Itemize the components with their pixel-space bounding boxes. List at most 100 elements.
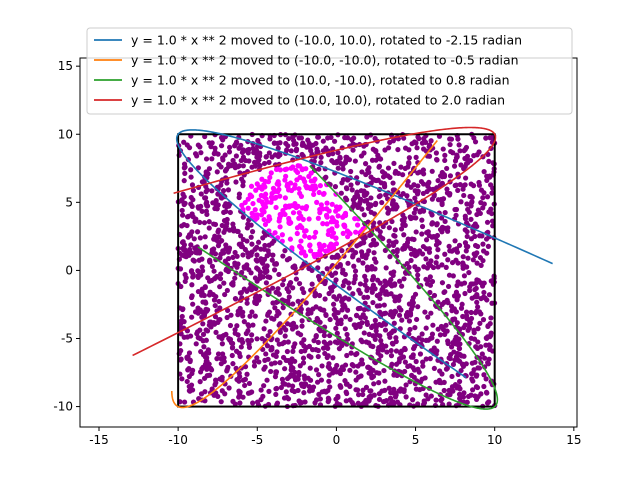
scatter-point <box>316 292 323 299</box>
scatter-point <box>364 134 370 140</box>
scatter-point <box>211 236 217 242</box>
scatter-point <box>315 339 321 345</box>
scatter-point <box>475 339 481 345</box>
scatter-point <box>299 318 305 324</box>
scatter-point <box>200 321 206 327</box>
scatter-point <box>419 231 425 237</box>
scatter-point <box>326 290 332 297</box>
scatter-point <box>240 313 246 319</box>
scatter-point <box>471 367 477 373</box>
scatter-point <box>428 258 434 264</box>
scatter-point <box>305 311 311 317</box>
scatter-point <box>283 327 289 333</box>
scatter-point <box>355 306 361 312</box>
scatter-point <box>286 135 292 142</box>
scatter-point <box>222 291 228 298</box>
scatter-point <box>198 391 205 397</box>
scatter-point <box>401 276 407 282</box>
scatter-point <box>229 344 236 350</box>
scatter-point <box>245 147 251 153</box>
scatter-point <box>314 397 320 403</box>
scatter-point <box>374 370 380 376</box>
scatter-point <box>421 264 427 270</box>
scatter-point <box>365 205 371 212</box>
scatter-point <box>443 366 450 372</box>
scatter-point <box>335 150 341 156</box>
scatter-point <box>388 347 394 354</box>
scatter-point <box>446 243 452 249</box>
scatter-point <box>463 361 469 367</box>
highlight-point <box>323 248 329 254</box>
scatter-point <box>364 252 370 258</box>
scatter-point <box>364 267 371 273</box>
scatter-point <box>393 361 400 367</box>
scatter-point <box>195 335 201 341</box>
scatter-point <box>474 299 480 305</box>
scatter-point <box>359 253 366 259</box>
scatter-point <box>353 387 359 393</box>
scatter-point <box>215 351 222 357</box>
highlight-point <box>331 219 337 225</box>
scatter-point <box>435 177 441 184</box>
scatter-point <box>415 272 421 278</box>
scatter-point <box>370 237 377 243</box>
scatter-point <box>427 274 433 280</box>
scatter-point <box>365 398 372 404</box>
scatter-point <box>425 314 431 320</box>
scatter-point <box>316 326 322 332</box>
scatter-point <box>242 246 248 253</box>
scatter-point <box>474 294 480 300</box>
scatter-point <box>310 384 317 390</box>
scatter-point <box>230 361 236 367</box>
scatter-point <box>360 260 366 266</box>
scatter-point <box>453 334 459 340</box>
scatter-point <box>330 151 336 157</box>
scatter-point <box>220 188 227 194</box>
highlight-point <box>316 189 322 196</box>
scatter-point <box>281 339 287 345</box>
scatter-point <box>342 271 348 277</box>
scatter-point <box>221 229 227 235</box>
scatter-point <box>361 150 367 156</box>
highlight-point <box>318 202 324 208</box>
scatter-point <box>368 394 374 400</box>
scatter-point <box>471 330 477 336</box>
scatter-point <box>459 281 465 287</box>
scatter-point <box>459 353 465 359</box>
scatter-point <box>254 336 260 342</box>
scatter-point <box>397 388 403 394</box>
legend-entry: y = 1.0 * x ** 2 moved to (10.0, -10.0),… <box>131 73 510 88</box>
scatter-point <box>322 278 328 284</box>
scatter-point <box>370 333 376 339</box>
parabola-series-1 <box>175 129 553 379</box>
scatter-point <box>452 357 458 363</box>
highlight-point <box>296 186 302 192</box>
scatter-point <box>202 195 208 201</box>
scatter-point <box>186 350 193 356</box>
scatter-point <box>402 346 408 353</box>
highlight-point <box>299 205 306 211</box>
scatter-point <box>298 348 304 355</box>
scatter-point <box>232 296 239 302</box>
scatter-point <box>240 394 246 400</box>
scatter-point <box>333 309 339 315</box>
scatter-point <box>439 262 445 268</box>
scatter-point <box>215 243 222 249</box>
scatter-point <box>362 161 369 167</box>
highlight-point <box>261 216 267 223</box>
scatter-point <box>485 334 491 340</box>
highlight-point <box>245 205 251 211</box>
scatter-point <box>221 209 227 215</box>
scatter-point <box>470 228 476 235</box>
scatter-point <box>416 136 422 142</box>
scatter-point <box>212 314 219 320</box>
scatter-point <box>420 359 426 365</box>
scatter-point <box>315 149 321 155</box>
scatter-point <box>219 335 225 342</box>
scatter-point <box>412 291 419 297</box>
scatter-point <box>446 272 453 278</box>
scatter-point <box>347 316 353 323</box>
scatter-point <box>242 376 248 382</box>
scatter-point <box>274 337 280 343</box>
scatter-point <box>218 135 225 141</box>
